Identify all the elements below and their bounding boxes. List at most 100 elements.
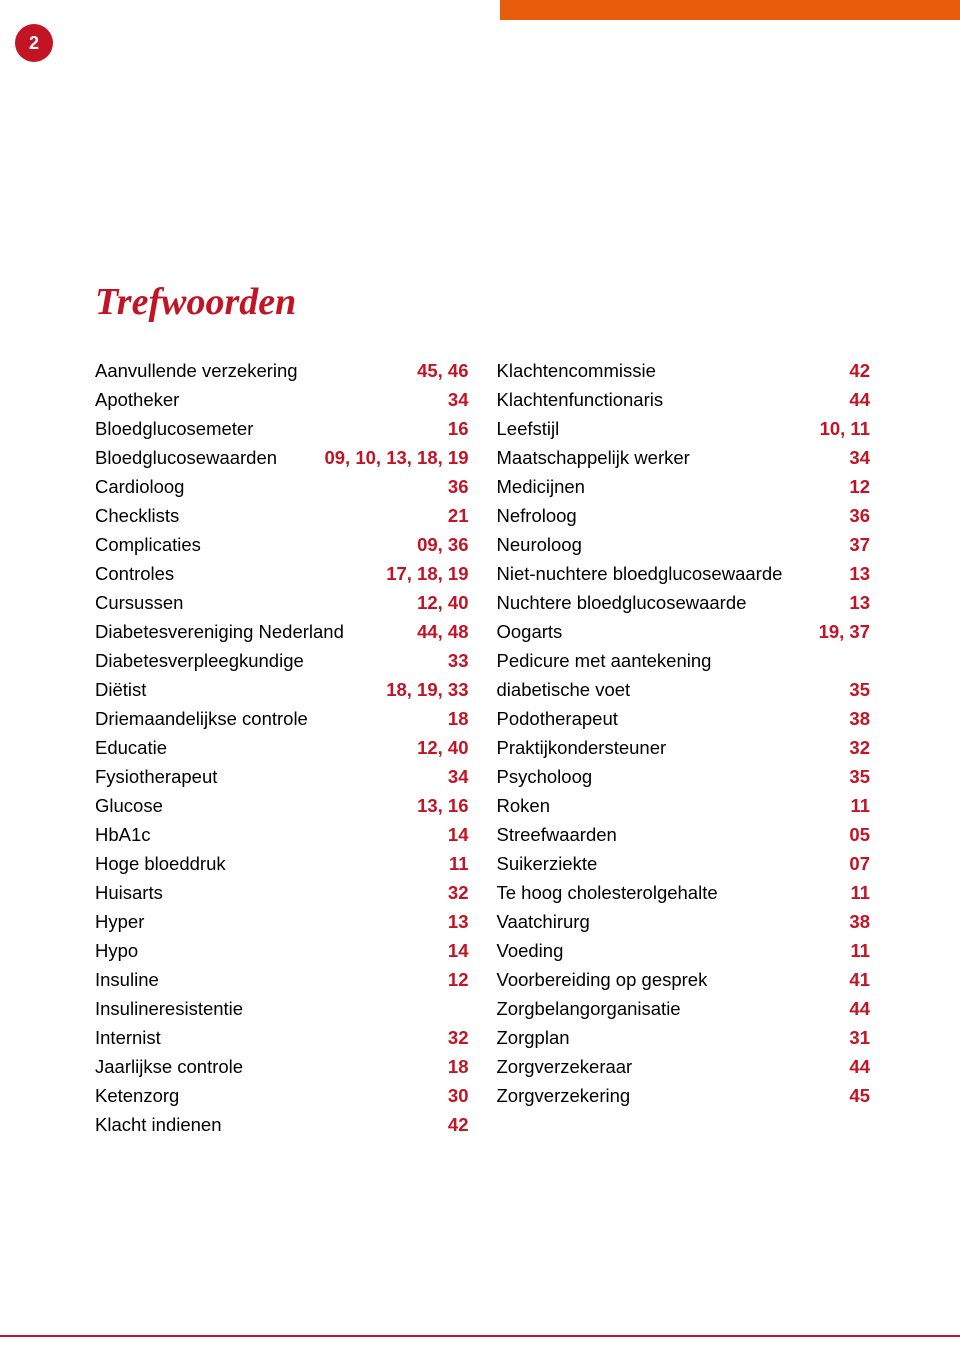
index-pages: 33 [448,646,469,675]
index-pages: 42 [448,1110,469,1139]
index-pages: 41 [849,965,870,994]
index-pages: 42 [849,356,870,385]
index-pages: 09, 10, 13, 18, 19 [324,443,468,472]
index-term: Maatschappelijk werker [497,443,690,472]
index-term: Voorbereiding op gesprek [497,965,708,994]
index-entry: Zorgverzekering45 [497,1081,871,1110]
index-entry: Fysiotherapeut34 [95,762,469,791]
index-entry: Streefwaarden05 [497,820,871,849]
index-entry: Ketenzorg 30 [95,1081,469,1110]
index-entry: Cardioloog 36 [95,472,469,501]
index-entry: Jaarlijkse controle18 [95,1052,469,1081]
index-term: Insuline [95,965,159,994]
index-entry: Insulineresistentie [95,994,469,1023]
index-term: Bloedglucosemeter [95,414,253,443]
bottom-rule [0,1335,960,1337]
index-pages: 34 [448,385,469,414]
index-term: Klachtenfunctionaris [497,385,664,414]
index-term: Klachtencommissie [497,356,656,385]
index-term: Voeding [497,936,564,965]
index-entry: Klachtenfunctionaris44 [497,385,871,414]
index-term: HbA1c [95,820,151,849]
index-term: Vaatchirurg [497,907,590,936]
index-entry: Psycholoog35 [497,762,871,791]
index-term: diabetische voet [497,675,631,704]
index-term: Huisarts [95,878,163,907]
index-term: Ketenzorg [95,1081,179,1110]
index-pages: 45, 46 [417,356,468,385]
index-entry: Hyper13 [95,907,469,936]
index-entry: Voorbereiding op gesprek 41 [497,965,871,994]
index-pages: 31 [849,1023,870,1052]
index-term: Diabetesverpleegkundige [95,646,304,675]
index-term: Aanvullende verzekering [95,356,298,385]
index-term: Checklists [95,501,179,530]
index-entry: Vaatchirurg 38 [497,907,871,936]
index-entry: Maatschappelijk werker 34 [497,443,871,472]
index-term: Driemaandelijkse controle [95,704,308,733]
index-term: Insulineresistentie [95,994,243,1023]
index-pages: 35 [849,675,870,704]
index-pages: 44, 48 [417,617,468,646]
index-term: Roken [497,791,550,820]
index-entry: Hypo14 [95,936,469,965]
index-pages: 11 [850,878,870,907]
index-pages: 11 [850,791,870,820]
index-entry: Hoge bloeddruk11 [95,849,469,878]
index-term: Pedicure met aantekening [497,646,712,675]
index-entry: Bloedglucosewaarden09, 10, 13, 18, 19 [95,443,469,472]
index-entry: Voeding 11 [497,936,871,965]
index-pages: 13 [849,588,870,617]
index-entry: diabetische voet 35 [497,675,871,704]
index-pages: 36 [849,501,870,530]
index-entry: Roken 11 [497,791,871,820]
index-columns: Aanvullende verzekering 45, 46Apotheker34… [95,356,870,1139]
index-term: Jaarlijkse controle [95,1052,243,1081]
index-term: Cursussen [95,588,183,617]
index-term: Zorgbelangorganisatie [497,994,681,1023]
index-pages: 19, 37 [819,617,870,646]
index-entry: Praktijkondersteuner32 [497,733,871,762]
index-term: Zorgplan [497,1023,570,1052]
index-entry: Controles17, 18, 19 [95,559,469,588]
index-pages: 35 [849,762,870,791]
index-pages: 38 [849,907,870,936]
index-term: Te hoog cholesterolgehalte [497,878,718,907]
index-entry: Leefstijl 10, 11 [497,414,871,443]
index-entry: Aanvullende verzekering 45, 46 [95,356,469,385]
index-entry: Diabetesvereniging Nederland 44, 48 [95,617,469,646]
index-term: Internist [95,1023,161,1052]
index-pages: 30 [448,1081,469,1110]
index-pages: 13 [849,559,870,588]
index-term: Praktijkondersteuner [497,733,667,762]
index-term: Medicijnen [497,472,585,501]
index-term: Hypo [95,936,138,965]
index-term: Nefroloog [497,501,577,530]
index-entry: Niet-nuchtere bloedglucosewaarde13 [497,559,871,588]
index-term: Cardioloog [95,472,184,501]
index-entry: Bloedglucosemeter16 [95,414,469,443]
index-entry: Oogarts 19, 37 [497,617,871,646]
index-pages: 12, 40 [417,588,468,617]
page-number: 2 [29,33,39,54]
index-pages: 07 [849,849,870,878]
left-column: Aanvullende verzekering 45, 46Apotheker34… [95,356,469,1139]
index-term: Controles [95,559,174,588]
index-pages: 10, 11 [820,414,870,443]
index-term: Nuchtere bloedglucosewaarde [497,588,747,617]
index-pages: 11 [850,936,870,965]
index-term: Leefstijl [497,414,560,443]
index-term: Glucose [95,791,163,820]
index-pages: 34 [849,443,870,472]
index-term: Diabetesvereniging Nederland [95,617,344,646]
index-entry: Apotheker34 [95,385,469,414]
index-term: Oogarts [497,617,563,646]
index-entry: Klacht indienen42 [95,1110,469,1139]
index-pages: 12 [849,472,870,501]
index-entry: Zorgbelangorganisatie44 [497,994,871,1023]
index-term: Educatie [95,733,167,762]
index-term: Neuroloog [497,530,582,559]
index-term: Suikerziekte [497,849,598,878]
index-entry: Diëtist18, 19, 33 [95,675,469,704]
index-pages: 36 [448,472,469,501]
